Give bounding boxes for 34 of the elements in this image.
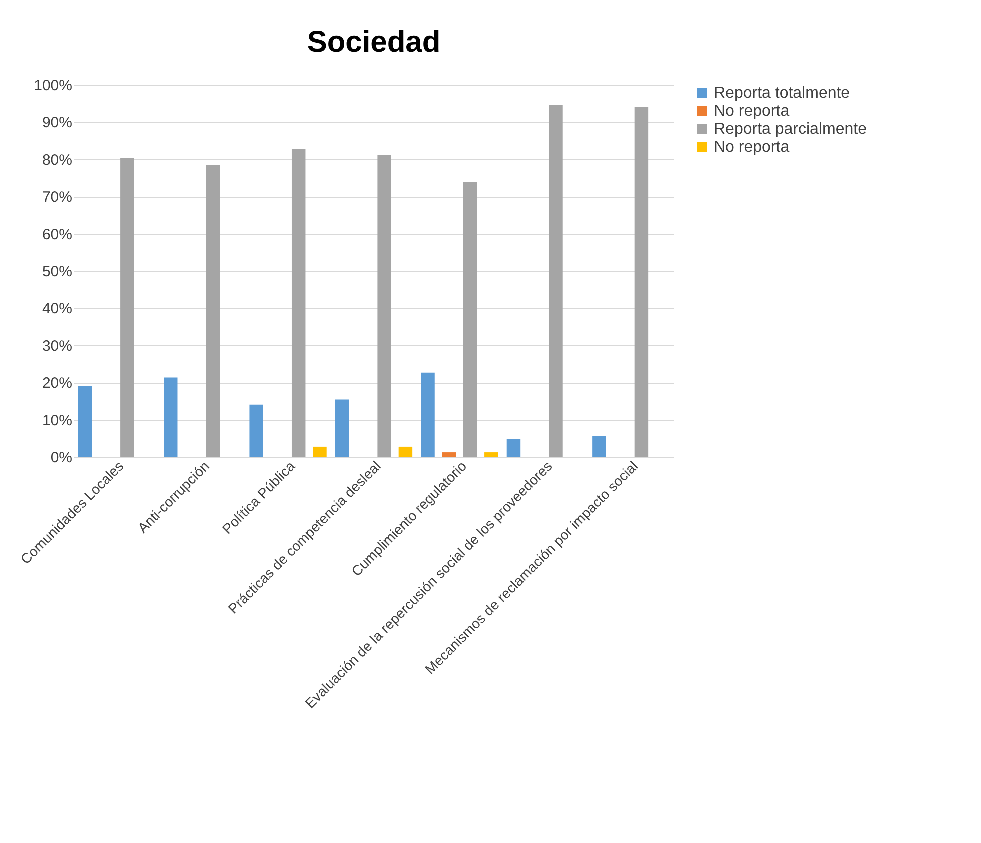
legend-label: Reporta totalmente <box>714 85 850 102</box>
y-tick-label: 10% <box>42 412 72 430</box>
bar <box>206 165 220 457</box>
legend-label: Reporta parcialmente <box>714 121 868 138</box>
chart-title: Sociedad <box>307 26 441 59</box>
legend-label: No reporta <box>714 139 790 156</box>
bar <box>442 452 456 457</box>
bar <box>250 404 264 457</box>
y-tick-label: 100% <box>34 78 72 94</box>
bar <box>292 149 306 457</box>
bar <box>549 105 563 457</box>
y-tick-label: 50% <box>42 264 72 280</box>
bar <box>634 106 649 457</box>
bar <box>335 400 350 457</box>
bar <box>164 378 178 457</box>
bar <box>463 182 478 457</box>
bar <box>313 446 327 457</box>
y-tick-label: 30% <box>42 338 72 355</box>
bar <box>506 440 521 457</box>
legend-label: No reporta <box>714 103 790 120</box>
bar <box>120 158 134 457</box>
y-tick-label: 0% <box>50 450 72 466</box>
y-tick-label: 80% <box>42 152 72 169</box>
y-tick-label: 60% <box>42 226 72 244</box>
bar <box>484 452 498 457</box>
bar <box>78 386 92 457</box>
bar <box>398 446 413 457</box>
y-tick-label: 90% <box>42 114 72 132</box>
y-tick-label: 70% <box>42 189 72 206</box>
bar <box>421 372 435 457</box>
y-tick-label: 40% <box>42 300 72 318</box>
bar <box>378 155 392 457</box>
y-tick-label: 20% <box>42 375 72 392</box>
bar <box>592 436 606 457</box>
